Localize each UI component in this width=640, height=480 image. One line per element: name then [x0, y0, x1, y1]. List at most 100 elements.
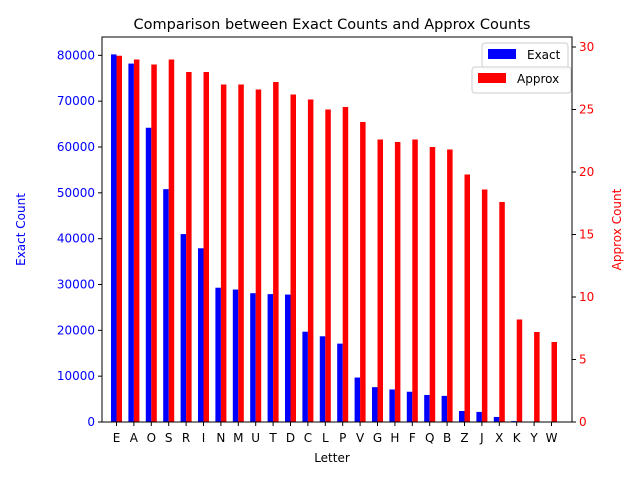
- left-tick-label: 40000: [57, 232, 95, 246]
- bar-approx-T: [273, 82, 279, 422]
- bar-approx-N: [220, 84, 227, 422]
- bar-approx-D: [290, 94, 296, 422]
- x-tick-label-R: R: [182, 431, 190, 445]
- x-tick-label-T: T: [268, 431, 277, 445]
- bar-exact-N: [215, 287, 221, 422]
- left-tick-label: 80000: [57, 48, 95, 62]
- bar-exact-Q: [424, 394, 430, 422]
- bar-exact-S: [163, 189, 169, 422]
- bar-approx-V: [360, 122, 366, 422]
- bar-approx-G: [377, 139, 383, 422]
- legend-exact: Exact: [481, 42, 569, 70]
- bar-exact-I: [198, 248, 204, 422]
- left-tick-label: 30000: [57, 278, 95, 292]
- bar-approx-W: [551, 342, 557, 422]
- left-tick-label: 10000: [57, 369, 95, 383]
- bar-exact-A: [128, 63, 134, 422]
- left-axis-label: Exact Count: [14, 193, 28, 266]
- x-tick-label-Z: Z: [460, 431, 468, 445]
- bar-exact-Z: [459, 411, 465, 422]
- right-tick-label: 5: [579, 353, 587, 367]
- x-tick-label-F: F: [409, 431, 416, 445]
- chart-title: Comparison between Exact Counts and Appr…: [134, 17, 531, 33]
- right-tick-label: 15: [579, 228, 594, 242]
- right-axis-label: Approx Count: [610, 188, 624, 270]
- left-tick-label: 0: [87, 415, 95, 429]
- x-tick-label-Q: Q: [425, 431, 434, 445]
- bar-exact-F: [406, 391, 413, 422]
- bar-exact-P: [337, 343, 343, 422]
- bar-approx-O: [151, 64, 157, 422]
- x-tick-label-I: I: [202, 431, 206, 445]
- x-tick-label-Y: Y: [529, 431, 538, 445]
- bar-approx-S: [168, 59, 175, 422]
- bar-approx-J: [481, 189, 488, 422]
- legend-approx-label: Approx: [517, 72, 559, 86]
- legend-exact-label: Exact: [527, 48, 561, 62]
- bar-approx-H: [394, 142, 401, 422]
- bar-approx-C: [307, 99, 314, 422]
- bar-approx-L: [325, 109, 331, 422]
- bar-approx-Y: [534, 332, 540, 422]
- x-tick-label-U: U: [251, 431, 260, 445]
- right-tick-label: 25: [579, 103, 594, 117]
- legend-approx: Approx: [471, 66, 572, 94]
- bar-exact-X: [493, 416, 500, 422]
- bar-approx-X: [499, 202, 505, 422]
- right-tick-label: 0: [579, 415, 587, 429]
- x-tick-label-G: G: [373, 431, 382, 445]
- bar-exact-H: [389, 389, 395, 422]
- plot-frame: [101, 36, 573, 423]
- bar-exact-J: [476, 411, 482, 422]
- x-tick-label-H: H: [390, 431, 399, 445]
- right-tick-label: 30: [579, 40, 594, 54]
- x-tick-label-D: D: [286, 431, 295, 445]
- bar-approx-K: [516, 319, 523, 422]
- x-axis-label: Letter: [314, 451, 350, 465]
- bar-approx-A: [133, 59, 140, 422]
- bar-exact-V: [354, 377, 361, 422]
- right-axis-ticks: 0 5 10 15 20 25 30: [572, 40, 594, 429]
- approx-series: [116, 55, 557, 422]
- x-tick-label-A: A: [130, 431, 139, 445]
- bar-approx-P: [342, 107, 349, 422]
- legend-exact-swatch: [488, 49, 516, 59]
- bar-exact-E: [111, 54, 117, 423]
- x-tick-label-M: M: [233, 431, 243, 445]
- left-tick-label: 20000: [57, 323, 95, 337]
- x-tick-label-V: V: [356, 431, 365, 445]
- bar-approx-E: [116, 55, 122, 422]
- left-tick-label: 60000: [57, 140, 95, 154]
- x-tick-label-L: L: [322, 431, 329, 445]
- left-tick-label: 70000: [57, 94, 95, 108]
- exact-series: [111, 54, 517, 423]
- legend-approx-swatch: [478, 73, 506, 83]
- x-tick-label-E: E: [113, 431, 121, 445]
- bar-exact-C: [302, 331, 308, 422]
- x-tick-label-W: W: [546, 431, 558, 445]
- bar-exact-B: [441, 395, 448, 422]
- bar-approx-U: [255, 89, 262, 422]
- bar-exact-T: [267, 294, 274, 422]
- x-tick-label-C: C: [304, 431, 312, 445]
- bar-approx-Z: [464, 174, 470, 422]
- bar-approx-R: [186, 72, 192, 422]
- right-tick-label: 10: [579, 290, 594, 304]
- bar-approx-M: [238, 84, 244, 422]
- bar-approx-B: [447, 149, 453, 422]
- x-tick-label-N: N: [216, 431, 225, 445]
- x-tick-label-J: J: [479, 431, 484, 445]
- bar-exact-L: [319, 336, 326, 422]
- x-tick-label-P: P: [339, 431, 346, 445]
- x-tick-label-X: X: [495, 431, 503, 445]
- bar-approx-I: [203, 72, 209, 422]
- left-axis-ticks: 0 10000 20000 30000 40000 50000 60000 70000 8000…: [57, 48, 102, 429]
- bar-exact-M: [232, 289, 239, 422]
- left-tick-label: 50000: [57, 186, 95, 200]
- bar-exact-U: [250, 293, 256, 422]
- x-tick-label-O: O: [147, 431, 156, 445]
- bar-approx-F: [412, 139, 418, 422]
- x-tick-label-B: B: [443, 431, 451, 445]
